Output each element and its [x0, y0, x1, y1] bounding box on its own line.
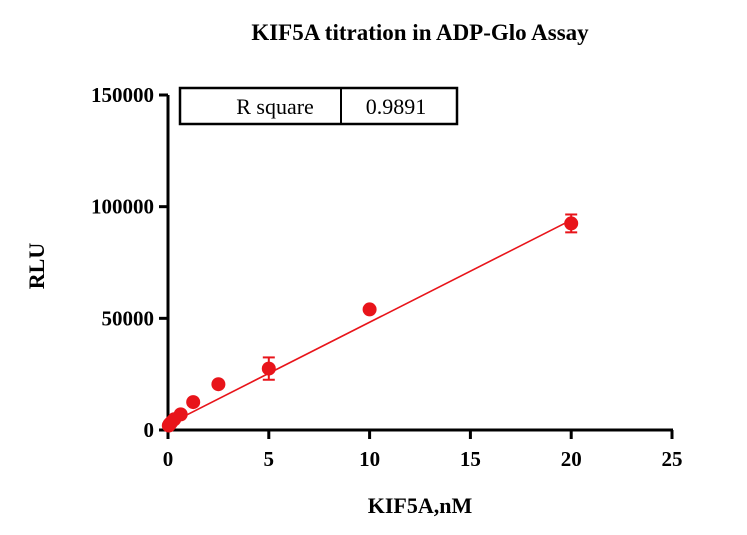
r-square-value: 0.9891 — [366, 94, 427, 119]
data-point — [261, 361, 276, 376]
y-tick-label: 100000 — [91, 195, 154, 219]
r-square-box: R square 0.9891 — [178, 86, 459, 126]
axes: 0 50000 100000 150000 0 5 10 15 20 25 — [91, 83, 683, 471]
x-tick-label: 5 — [264, 447, 275, 471]
x-tick-label: 0 — [163, 447, 174, 471]
fit-line-layer — [167, 219, 572, 426]
x-tick-label: 15 — [460, 447, 481, 471]
data-point — [211, 377, 226, 392]
data-points-layer — [161, 213, 579, 433]
data-point — [564, 216, 579, 231]
data-point — [186, 395, 201, 410]
x-tick-label: 10 — [359, 447, 380, 471]
fit-line — [167, 219, 572, 426]
x-tick-label: 25 — [662, 447, 683, 471]
y-axis-title: RLU — [24, 243, 49, 290]
x-tick-label: 20 — [561, 447, 582, 471]
x-axis-title: KIF5A,nM — [368, 493, 473, 518]
data-point — [362, 302, 377, 317]
r-square-label: R square — [236, 94, 314, 119]
chart-title: KIF5A titration in ADP-Glo Assay — [251, 20, 589, 45]
y-tick-label: 150000 — [91, 83, 154, 107]
y-tick-label: 50000 — [102, 306, 155, 330]
data-point — [173, 407, 188, 422]
y-tick-label: 0 — [144, 418, 155, 442]
